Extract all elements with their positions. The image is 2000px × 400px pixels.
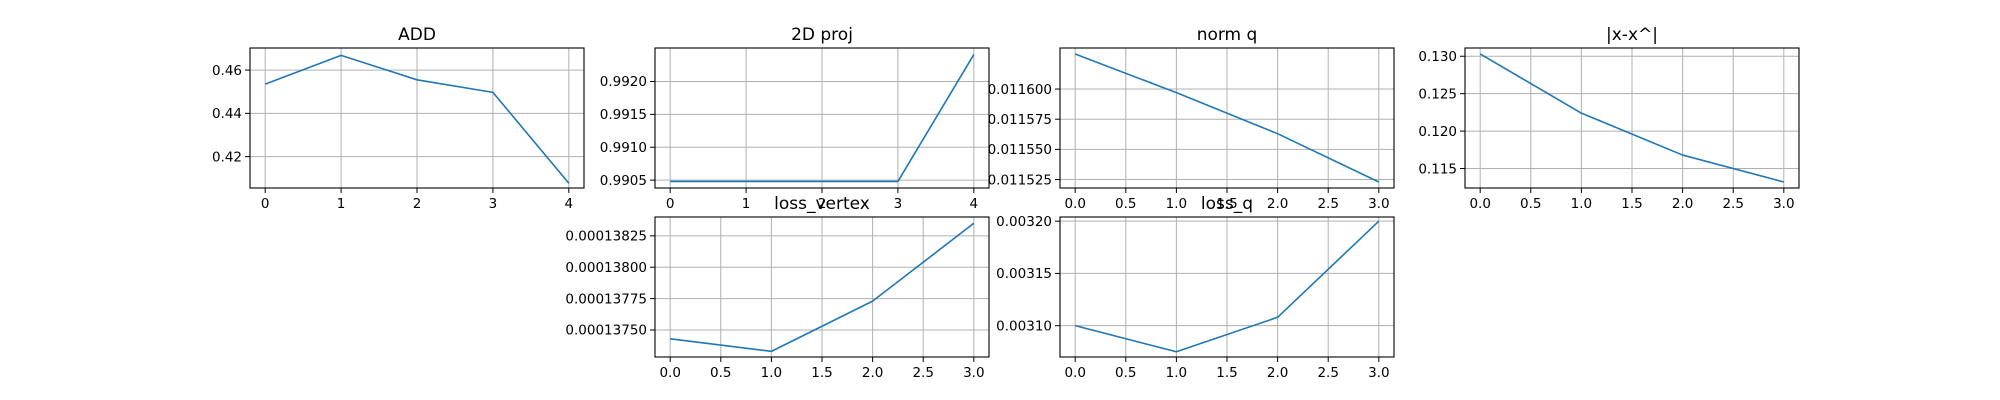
x-tick-label: 2.0 [862, 365, 883, 381]
x-tick-label: 2.0 [1267, 196, 1288, 212]
x-tick-label: 1 [337, 196, 346, 212]
x-tick-label: 0.5 [710, 365, 731, 381]
series-line [1074, 53, 1380, 183]
y-tick-label: 0.011575 [988, 112, 1052, 128]
y-tick-label: 0.011600 [988, 82, 1052, 98]
x-tick-label: 0.5 [1115, 365, 1136, 381]
y-tick-label: 0.9905 [600, 173, 647, 189]
y-tick-label: 0.011550 [988, 142, 1052, 158]
y-tick-label: 0.9910 [600, 140, 647, 156]
x-tick-label: 2.5 [1722, 196, 1743, 212]
x-tick-label: 2.0 [1672, 196, 1693, 212]
subplot-title: |x-x^| [1606, 25, 1658, 45]
y-tick-label: 0.00013750 [565, 323, 647, 339]
x-tick-label: 1.5 [1216, 196, 1237, 212]
series-line [1479, 53, 1785, 183]
subplot-title: norm q [1197, 25, 1258, 45]
y-tick-label: 0.46 [212, 63, 242, 79]
x-tick-label: 0.5 [1115, 196, 1136, 212]
y-tick-label: 0.115 [1418, 161, 1457, 177]
x-tick-label: 3.0 [1368, 196, 1389, 212]
subplot-loss-vertex: 0.0 0.5 1.0 1.5 2.0 2.5 3.0 0.00013750 0.0001377… [565, 194, 990, 381]
y-tick-label: 0.00013800 [565, 260, 647, 276]
x-tick-label: 4 [565, 196, 574, 212]
x-tick-label: 1.0 [761, 365, 782, 381]
x-tick-label: 0.0 [659, 365, 680, 381]
subplot-loss-q: 0.0 0.5 1.0 1.5 2.0 2.5 3.0 0.00310 0.00315 0.003… [996, 194, 1395, 381]
x-tick-label: 2 [413, 196, 422, 212]
x-tick-label: 1.0 [1571, 196, 1592, 212]
x-tick-label: 2.5 [1317, 196, 1338, 212]
y-tick-label: 0.00013775 [565, 291, 647, 307]
axes-frame [1059, 216, 1395, 358]
x-tick-label: 0.0 [1064, 196, 1085, 212]
y-tick-label: 0.42 [212, 149, 242, 165]
series-line [670, 222, 975, 353]
series-line [1074, 220, 1380, 353]
x-tick-label: 3 [894, 196, 903, 212]
axes-frame [1464, 47, 1800, 189]
x-tick-label: 1.0 [1166, 365, 1187, 381]
y-tick-label: 0.9920 [600, 74, 647, 90]
subplot-title: 2D proj [791, 25, 853, 45]
subplot-norm-q: 0.0 0.5 1.0 1.5 2.0 2.5 3.0 0.011525 0.011550 0.0… [988, 25, 1395, 212]
x-tick-label: 1.0 [1166, 196, 1187, 212]
x-tick-label: 1.5 [1216, 365, 1237, 381]
axes-frame [654, 47, 990, 189]
x-tick-label: 0.0 [1469, 196, 1490, 212]
subplot-title: ADD [398, 25, 436, 45]
x-tick-label: 0.5 [1520, 196, 1541, 212]
y-tick-label: 0.120 [1418, 124, 1457, 140]
x-tick-label: 0.0 [1064, 365, 1085, 381]
x-tick-label: 3.0 [1368, 365, 1389, 381]
subplot-title: loss_vertex [774, 194, 870, 214]
axes-frame [249, 47, 585, 189]
x-tick-label: 1 [742, 196, 751, 212]
x-tick-label: 1.5 [1621, 196, 1642, 212]
x-tick-label: 3 [489, 196, 498, 212]
subplot-title: loss_q [1201, 194, 1253, 214]
x-tick-label: 2.5 [1317, 365, 1338, 381]
y-tick-label: 0.011525 [988, 172, 1052, 188]
y-tick-label: 0.00013825 [565, 229, 647, 245]
y-tick-label: 0.00320 [996, 214, 1052, 230]
axes-frame [1059, 47, 1395, 189]
x-tick-label: 2.5 [912, 365, 933, 381]
x-tick-label: 2 [818, 196, 827, 212]
x-tick-label: 0 [261, 196, 270, 212]
x-tick-label: 2.0 [1267, 365, 1288, 381]
y-tick-label: 0.125 [1418, 86, 1457, 102]
y-tick-label: 0.130 [1418, 49, 1457, 65]
subplot-add: 0 1 2 3 4 0.42 0.44 0.46 ADD [212, 25, 585, 212]
x-tick-label: 3.0 [963, 365, 984, 381]
subplot-x-error: 0.0 0.5 1.0 1.5 2.0 2.5 3.0 0.115 0.120 0.125 0.13… [1418, 25, 1800, 212]
x-tick-label: 0 [666, 196, 675, 212]
x-tick-label: 3.0 [1773, 196, 1794, 212]
x-tick-label: 1.5 [811, 365, 832, 381]
y-tick-label: 0.9915 [600, 107, 647, 123]
subplot-2d-proj: 0 1 2 3 4 0.9905 0.9910 0.9915 0.9920 2D proj [600, 25, 990, 212]
axes-frame [654, 216, 990, 358]
y-tick-label: 0.44 [212, 106, 242, 122]
x-tick-label: 4 [970, 196, 979, 212]
y-tick-label: 0.00310 [996, 318, 1052, 334]
y-tick-label: 0.00315 [996, 266, 1052, 282]
